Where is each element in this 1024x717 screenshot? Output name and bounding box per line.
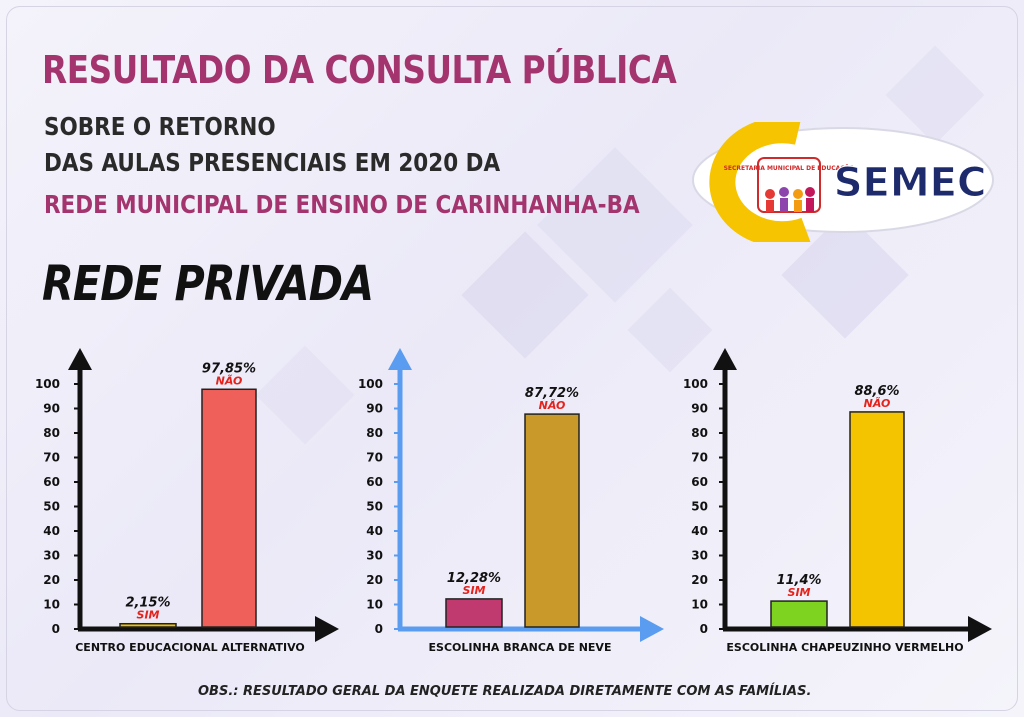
logo-seal-text: SECRETARIA MUNICIPAL DE EDUCAÇÃO: [724, 165, 855, 172]
y-tick-label: 40: [366, 524, 383, 538]
bar-sim: [770, 600, 828, 628]
y-tick-label: 40: [691, 524, 708, 538]
data-label-value: 87,72%: [525, 386, 579, 401]
y-tick-label: 50: [43, 500, 60, 514]
y-tick-label: 80: [691, 426, 708, 440]
bar-não: [201, 388, 257, 628]
chart-title: ESCOLINHA CHAPEUZINHO VERMELHO: [726, 641, 963, 654]
y-tick-label: 50: [691, 500, 708, 514]
data-label-category: SIM: [788, 586, 811, 599]
y-tick-label: 0: [700, 622, 708, 636]
data-label-category: NÃO: [216, 374, 243, 387]
data-label-value: 2,15%: [125, 596, 170, 611]
section-title: REDE PRIVADA: [42, 256, 374, 312]
y-tick-label: 20: [366, 573, 383, 587]
y-tick-label: 60: [366, 475, 383, 489]
y-axis-arrow: [68, 348, 92, 370]
bar-sim: [445, 598, 503, 628]
y-tick-label: 30: [691, 549, 708, 563]
data-label-value: 88,6%: [854, 384, 899, 399]
semec-logo: SECRETARIA MUNICIPAL DE EDUCAÇÃO SEMEC: [692, 122, 994, 242]
y-tick-label: 80: [366, 426, 383, 440]
y-tick-label: 60: [691, 475, 708, 489]
bar-não: [849, 411, 905, 628]
y-tick-label: 100: [683, 377, 708, 391]
y-tick-label: 40: [43, 524, 60, 538]
y-tick-label: 30: [43, 549, 60, 563]
x-axis-arrow: [968, 616, 992, 642]
logo-name: SEMEC: [834, 160, 987, 206]
y-tick-label: 0: [375, 622, 383, 636]
y-tick-label: 50: [366, 500, 383, 514]
bar-não: [524, 413, 580, 628]
y-tick-label: 90: [691, 402, 708, 416]
chart-title: CENTRO EDUCACIONAL ALTERNATIVO: [75, 641, 305, 654]
data-label-category: NÃO: [539, 399, 566, 412]
page-title: RESULTADO DA CONSULTA PÚBLICA: [42, 48, 677, 92]
y-tick-label: 90: [366, 402, 383, 416]
y-tick-label: 100: [358, 377, 383, 391]
y-tick-label: 10: [43, 598, 60, 612]
y-tick-label: 20: [43, 573, 60, 587]
subtitle-line-1: SOBRE O RETORNO: [44, 112, 276, 141]
y-tick-label: 70: [43, 451, 60, 465]
x-axis-arrow: [315, 616, 339, 642]
y-axis-arrow: [388, 348, 412, 370]
y-tick-label: 100: [35, 377, 60, 391]
data-label-category: SIM: [463, 584, 486, 597]
data-label-category: SIM: [137, 609, 160, 622]
y-axis-arrow: [713, 348, 737, 370]
y-tick-label: 70: [366, 451, 383, 465]
bar-sim: [119, 622, 177, 628]
x-axis-arrow: [640, 616, 664, 642]
subtitle-line-3: REDE MUNICIPAL DE ENSINO DE CARINHANHA-B…: [44, 190, 640, 219]
subtitle-line-2: DAS AULAS PRESENCIAIS EM 2020 DA: [44, 148, 501, 177]
y-tick-label: 80: [43, 426, 60, 440]
y-tick-label: 0: [52, 622, 60, 636]
y-tick-label: 90: [43, 402, 60, 416]
y-tick-label: 60: [43, 475, 60, 489]
data-label-value: 12,28%: [447, 571, 501, 586]
y-tick-label: 10: [691, 598, 708, 612]
chart-title: ESCOLINHA BRANCA DE NEVE: [429, 641, 612, 654]
data-label-value: 97,85%: [202, 361, 256, 376]
data-label-category: NÃO: [864, 397, 891, 410]
page-frame: [6, 6, 1018, 711]
y-tick-label: 30: [366, 549, 383, 563]
y-tick-label: 10: [366, 598, 383, 612]
y-tick-label: 20: [691, 573, 708, 587]
footer-note: OBS.: RESULTADO GERAL DA ENQUETE REALIZA…: [198, 684, 812, 699]
data-label-value: 11,4%: [776, 573, 821, 588]
y-tick-label: 70: [691, 451, 708, 465]
